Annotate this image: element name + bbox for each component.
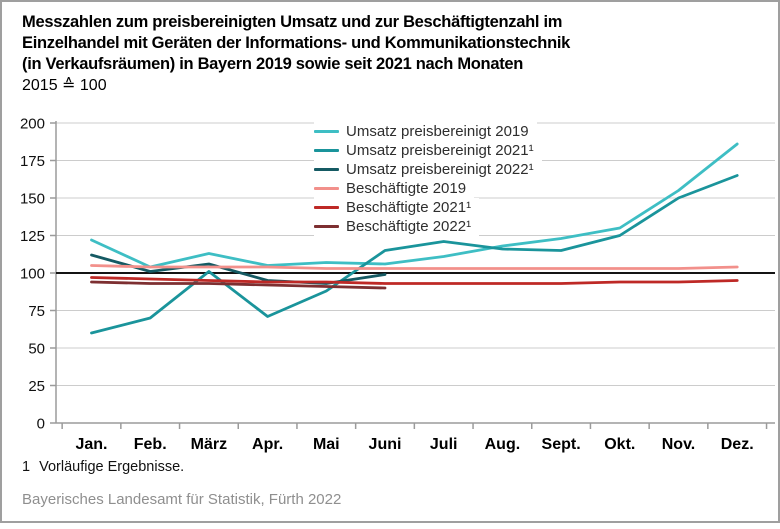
legend-label-5: Beschäftigte 2022¹ xyxy=(346,218,472,235)
y-tick-label-25: 25 xyxy=(28,378,45,395)
legend-label-3: Beschäftigte 2019 xyxy=(346,180,467,197)
series-line-besch-ftigte-2021- xyxy=(90,276,739,285)
x-label-Nov.: Nov. xyxy=(662,436,695,453)
x-label-Apr.: Apr. xyxy=(252,436,283,453)
chart-subtitle: 2015 ≙ 100 xyxy=(22,77,107,94)
series-line-besch-ftigte-2022- xyxy=(90,280,387,290)
y-tick-label-175: 175 xyxy=(20,153,45,170)
legend-swatch-2 xyxy=(314,168,339,171)
chart-title-line3: (in Verkaufsräumen) in Bayern 2019 sowie… xyxy=(22,55,524,73)
x-label-Jan.: Jan. xyxy=(75,436,107,453)
legend-swatch-5 xyxy=(314,225,339,228)
y-tick-label-200: 200 xyxy=(20,116,45,133)
legend-label-1: Umsatz preisbereinigt 2021¹ xyxy=(346,142,534,159)
chart-title-line1: Messzahlen zum preisbereinigten Umsatz u… xyxy=(22,13,563,31)
chart-title-line2: Einzelhandel mit Geräten der Information… xyxy=(22,34,571,52)
legend-item-0: Umsatz preisbereinigt 2019 xyxy=(314,122,537,141)
x-label-Sept.: Sept. xyxy=(542,436,581,453)
x-label-Feb.: Feb. xyxy=(134,436,167,453)
legend-item-1: Umsatz preisbereinigt 2021¹ xyxy=(314,141,542,160)
x-label-Okt.: Okt. xyxy=(604,436,635,453)
legend-swatch-3 xyxy=(314,187,339,190)
footnote-text: Vorläufige Ergebnisse. xyxy=(39,459,185,475)
legend-label-4: Beschäftigte 2021¹ xyxy=(346,199,472,216)
series-line-besch-ftigte-2019 xyxy=(90,264,739,270)
legend-item-4: Beschäftigte 2021¹ xyxy=(314,198,480,217)
source-line: Bayerisches Landesamt für Statistik, Für… xyxy=(22,491,342,508)
y-tick-label-0: 0 xyxy=(37,416,45,433)
x-label-Aug.: Aug. xyxy=(485,436,521,453)
y-tick-label-125: 125 xyxy=(20,228,45,245)
footnote: 1 Vorläufige Ergebnisse. xyxy=(22,459,184,475)
legend-swatch-4 xyxy=(314,206,339,209)
y-tick-label-75: 75 xyxy=(28,303,45,320)
series-line-umsatz-preisbereinigt-2019 xyxy=(90,142,739,269)
title-block: Messzahlen zum preisbereinigten Umsatz u… xyxy=(22,12,767,97)
x-label-Mai: Mai xyxy=(313,436,340,453)
y-tick-label-150: 150 xyxy=(20,191,45,208)
x-label-Juli: Juli xyxy=(430,436,458,453)
legend-label-2: Umsatz preisbereinigt 2022¹ xyxy=(346,161,534,178)
x-label-Dez.: Dez. xyxy=(721,436,754,453)
y-tick-label-100: 100 xyxy=(20,266,45,283)
legend-label-0: Umsatz preisbereinigt 2019 xyxy=(346,123,529,140)
legend-item-5: Beschäftigte 2022¹ xyxy=(314,217,480,236)
y-tick-label-50: 50 xyxy=(28,341,45,358)
legend-swatch-0 xyxy=(314,130,339,133)
legend: Umsatz preisbereinigt 2019 Umsatz preisbe… xyxy=(314,122,542,236)
legend-item-3: Beschäftigte 2019 xyxy=(314,179,475,198)
legend-item-2: Umsatz preisbereinigt 2022¹ xyxy=(314,160,542,179)
x-label-März: März xyxy=(191,436,227,453)
legend-swatch-1 xyxy=(314,149,339,152)
footnote-marker: 1 xyxy=(22,459,31,475)
x-label-Juni: Juni xyxy=(369,436,402,453)
